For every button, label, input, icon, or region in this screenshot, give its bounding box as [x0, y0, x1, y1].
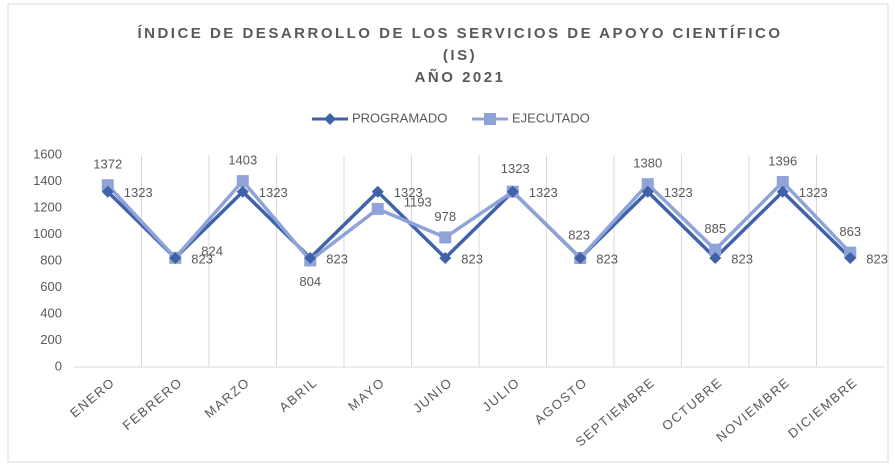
data-label: 804: [299, 274, 321, 289]
marker: [371, 185, 384, 198]
marker: [776, 185, 789, 198]
legend-label: EJECUTADO: [512, 110, 590, 125]
marker: [439, 231, 452, 244]
y-tick-label: 200: [40, 332, 62, 347]
data-label: 823: [568, 227, 590, 242]
legend-label: PROGRAMADO: [352, 110, 447, 125]
data-label: 1323: [124, 185, 153, 200]
legend-marker: [324, 113, 336, 125]
marker: [371, 202, 384, 215]
chart-title: AÑO 2021: [415, 68, 506, 86]
data-label: 823: [596, 251, 618, 266]
marker: [776, 176, 789, 189]
data-label: 823: [866, 251, 888, 266]
data-label: 1380: [633, 156, 662, 171]
data-label: 1323: [501, 161, 530, 176]
data-label: 1403: [228, 153, 257, 168]
y-tick-label: 0: [55, 358, 62, 373]
marker: [169, 251, 182, 264]
marker: [304, 251, 317, 264]
y-tick-label: 1200: [33, 199, 62, 214]
y-tick-label: 800: [40, 252, 62, 267]
data-label: 978: [434, 209, 456, 224]
chart-title: ÍNDICE DE DESARROLLO DE LOS SERVICIOS DE…: [137, 25, 782, 42]
data-label: 1323: [394, 185, 423, 200]
y-tick-label: 400: [40, 305, 62, 320]
y-tick-label: 600: [40, 279, 62, 294]
data-label: 1396: [768, 153, 797, 168]
marker: [641, 185, 654, 198]
data-label: 823: [326, 251, 348, 266]
series-line: [106, 178, 852, 263]
marker: [101, 185, 114, 198]
data-label: 885: [704, 221, 726, 236]
marker: [574, 251, 587, 264]
marker: [236, 175, 249, 188]
marker: [439, 251, 452, 264]
data-label: 823: [461, 251, 483, 266]
data-label: 1323: [664, 185, 693, 200]
data-label: 823: [731, 251, 753, 266]
marker: [709, 251, 722, 264]
data-label: 1323: [259, 185, 288, 200]
y-tick-label: 1600: [33, 146, 62, 161]
legend-marker: [484, 113, 496, 125]
data-label: 823: [191, 251, 213, 266]
data-label: 863: [839, 224, 861, 239]
marker: [236, 185, 249, 198]
marker: [506, 185, 519, 198]
chart-title: (IS): [443, 47, 477, 64]
y-tick-label: 1000: [33, 226, 62, 241]
marker: [709, 243, 722, 256]
marker: [641, 178, 654, 191]
marker: [101, 179, 114, 192]
data-label: 1193: [404, 194, 432, 209]
y-tick-label: 1400: [33, 173, 62, 188]
data-label: 1323: [529, 185, 558, 200]
data-label: 824: [201, 243, 223, 258]
series-line: [106, 189, 852, 261]
data-label: 1323: [799, 185, 828, 200]
data-label: 1372: [93, 157, 122, 172]
marker: [844, 251, 857, 264]
